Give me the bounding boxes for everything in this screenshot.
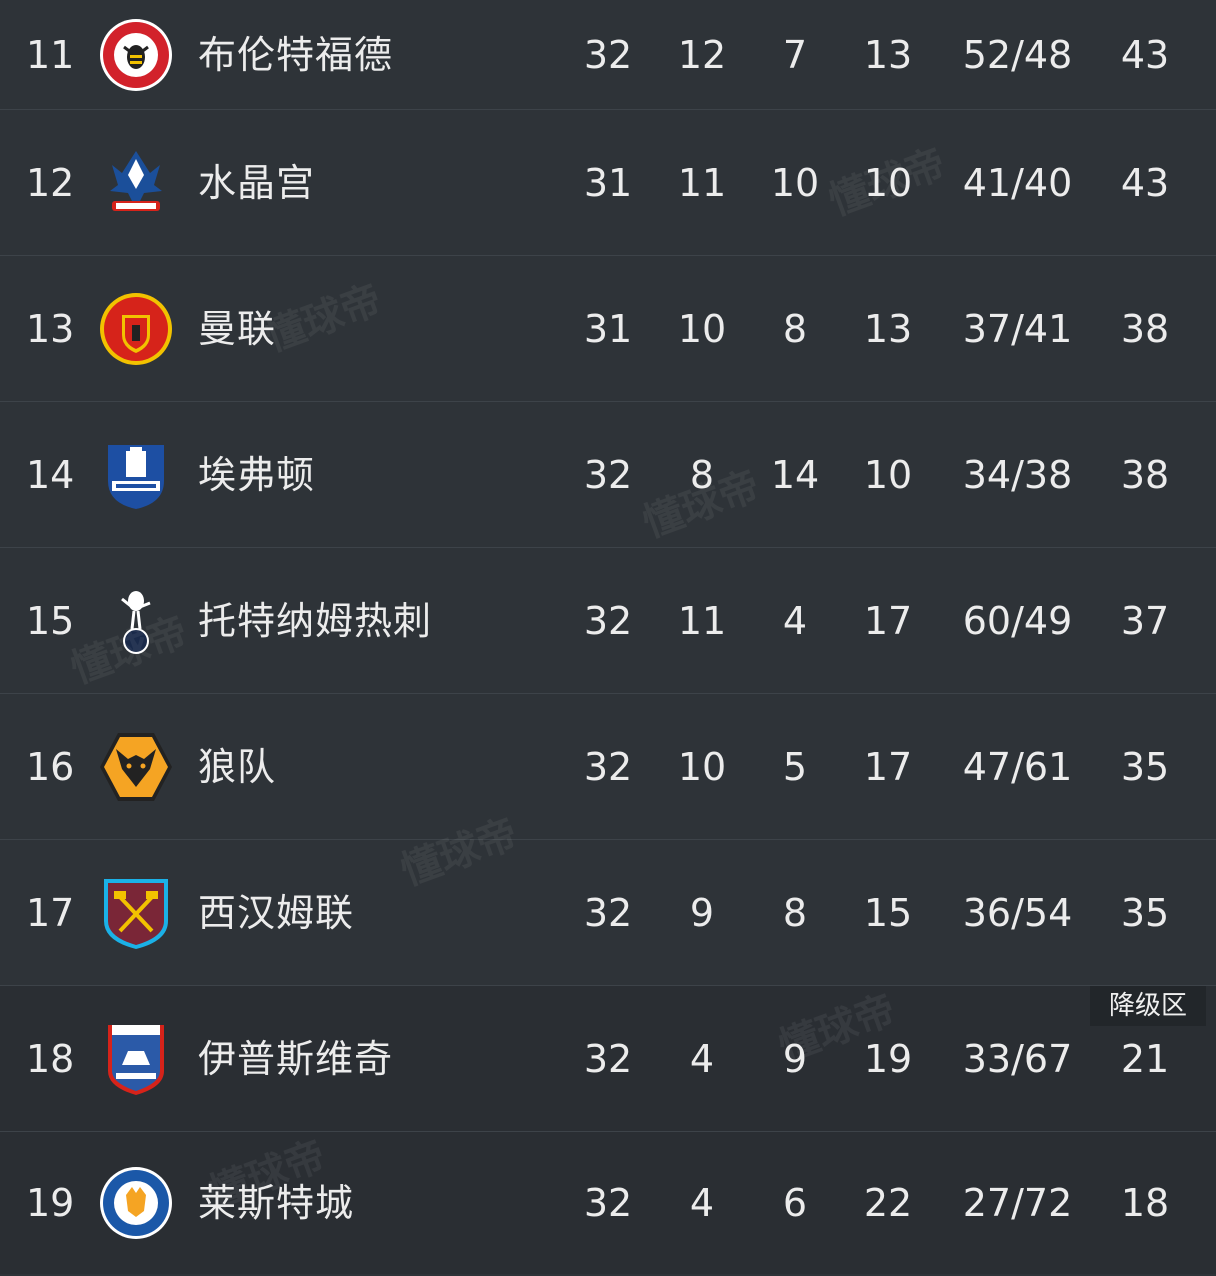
points: 21 [1120,1036,1170,1081]
won: 4 [689,1181,715,1225]
lost: 13 [863,32,913,77]
team-name: 托特纳姆热刺 [198,598,433,643]
won: 10 [677,744,727,789]
team-name: 布伦特福德 [198,32,394,77]
team-name: 莱斯特城 [198,1181,355,1225]
won: 11 [677,598,727,643]
points: 43 [1120,32,1170,77]
rank: 15 [26,598,75,643]
points: 35 [1120,744,1170,789]
won: 4 [689,1036,715,1081]
ipswich-crest-icon [108,1024,164,1095]
goals: 37/41 [962,306,1073,351]
table-row[interactable]: 19 莱斯特城 32 4 6 22 27/72 18 懂球帝 [0,1132,1216,1274]
crystal-palace-crest-icon [110,150,162,211]
won: 12 [677,32,727,77]
lost: 10 [863,452,913,497]
points: 38 [1120,306,1170,351]
drawn: 4 [782,598,808,643]
goals: 33/67 [962,1036,1073,1081]
drawn: 8 [782,306,808,351]
goals: 52/48 [962,32,1073,77]
played: 32 [583,452,633,497]
table-row[interactable]: 15 托特纳姆热刺 32 11 4 17 60/49 37 懂球帝 [0,548,1216,694]
wolves-crest-icon [100,732,172,801]
west-ham-crest-icon [104,878,168,949]
drawn: 14 [770,452,820,497]
points: 38 [1120,452,1170,497]
team-name: 伊普斯维奇 [198,1036,394,1081]
won: 10 [677,306,727,351]
table-row[interactable]: 12 水晶宫 31 11 10 10 41/40 43 懂球帝 [0,110,1216,256]
goals: 34/38 [962,452,1073,497]
team-name: 水晶宫 [198,160,316,205]
played: 32 [583,598,633,643]
played: 32 [583,32,633,77]
rank: 17 [26,890,75,935]
leicester-crest-icon [100,1167,172,1239]
rank: 12 [26,160,75,205]
team-name: 埃弗顿 [198,452,316,497]
played: 32 [583,890,633,935]
goals: 36/54 [962,890,1073,935]
drawn: 7 [782,32,808,77]
rank: 19 [26,1181,75,1225]
rank: 14 [26,452,75,497]
lost: 19 [863,1036,913,1081]
everton-crest-icon [108,444,164,509]
won: 8 [689,452,715,497]
team-name: 西汉姆联 [198,890,355,935]
lost: 10 [863,160,913,205]
played: 32 [583,1036,633,1081]
drawn: 9 [782,1036,808,1081]
rank: 18 [26,1036,75,1081]
drawn: 8 [782,890,808,935]
goals: 41/40 [962,160,1073,205]
goals: 27/72 [962,1181,1073,1225]
points: 35 [1120,890,1170,935]
points: 43 [1120,160,1170,205]
lost: 17 [863,744,913,789]
manchester-united-crest-icon [100,292,172,365]
table-row[interactable]: 16 狼队 32 10 5 17 47/61 35 [0,694,1216,840]
table-row[interactable]: 11 布伦特福德 32 12 7 13 52/48 43 [0,0,1216,110]
drawn: 10 [770,160,820,205]
lost: 15 [863,890,913,935]
lost: 22 [863,1181,913,1225]
team-name: 曼联 [198,306,277,351]
rank: 13 [26,306,75,351]
won: 11 [677,160,727,205]
table-row[interactable]: 14 埃弗顿 32 8 14 10 34/38 38 懂球帝 [0,402,1216,548]
points: 37 [1120,598,1170,643]
drawn: 6 [782,1181,808,1225]
played: 32 [583,1181,633,1225]
team-name: 狼队 [198,744,277,789]
rank: 11 [26,32,75,77]
played: 32 [583,744,633,789]
points: 18 [1120,1181,1170,1225]
tottenham-crest-icon [121,590,151,654]
goals: 47/61 [962,744,1073,789]
played: 31 [583,160,633,205]
brentford-crest-icon [100,18,172,91]
lost: 13 [863,306,913,351]
table-row[interactable]: 18 伊普斯维奇 32 4 9 19 33/67 21 降级区 懂球帝 [0,986,1216,1132]
won: 9 [689,890,715,935]
table-row[interactable]: 17 西汉姆联 32 9 8 15 36/54 35 懂球帝 [0,811,1216,986]
drawn: 5 [782,744,808,789]
goals: 60/49 [962,598,1073,643]
played: 31 [583,306,633,351]
lost: 17 [863,598,913,643]
table-row[interactable]: 13 曼联 31 10 8 13 37/41 38 懂球帝 [0,256,1216,402]
relegation-zone-badge: 降级区 [1090,986,1206,1026]
rank: 16 [26,744,75,789]
